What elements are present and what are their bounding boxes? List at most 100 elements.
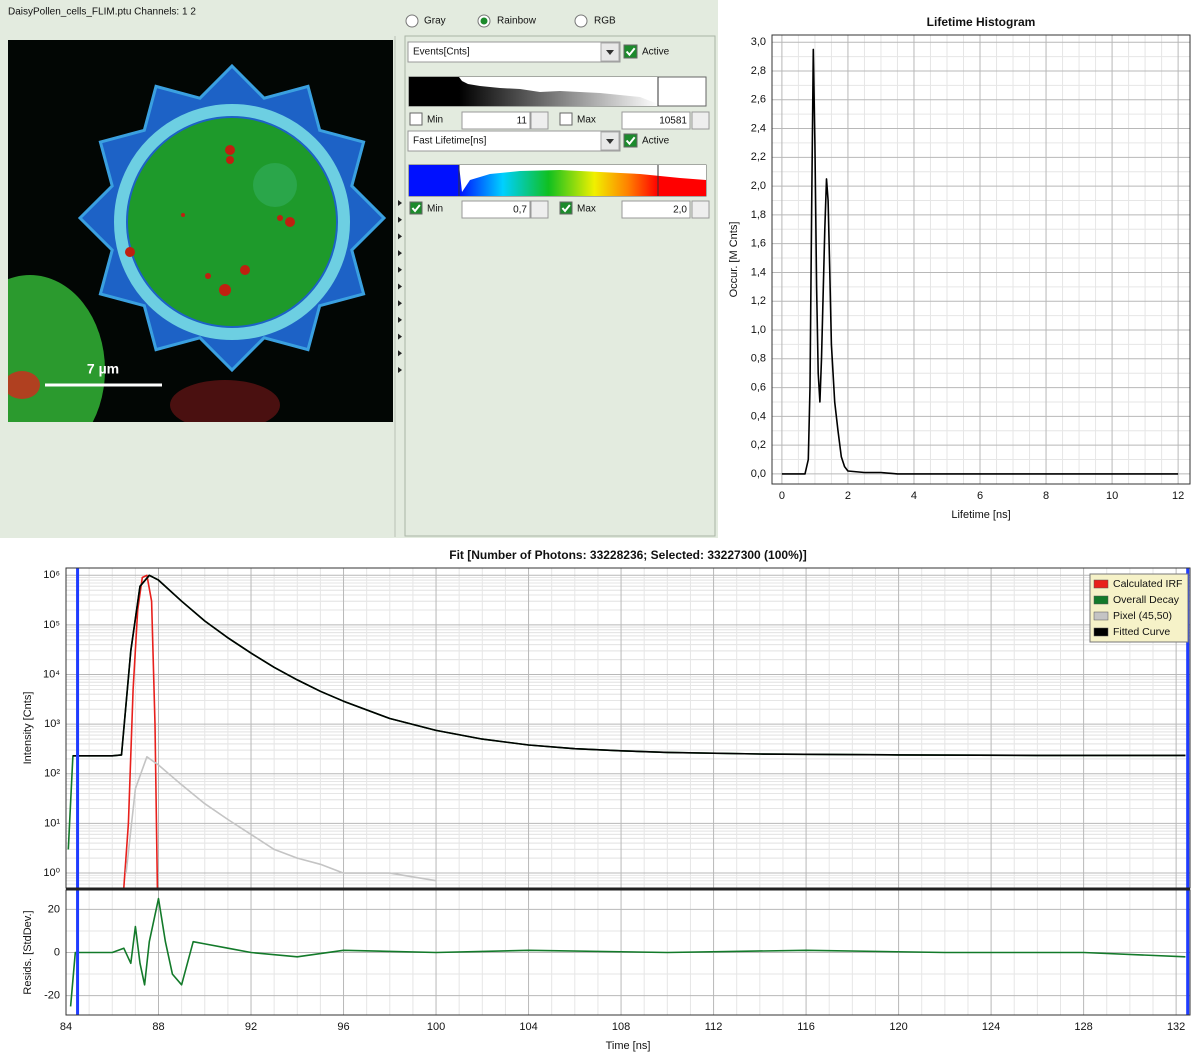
y-tick-label: 0: [54, 946, 60, 958]
side-arrow: [398, 316, 402, 323]
radio-label[interactable]: Gray: [424, 16, 446, 27]
max-value: 2,0: [673, 205, 687, 216]
checkbox[interactable]: [623, 133, 638, 148]
y-axis-label: Intensity [Cnts]: [22, 692, 34, 765]
red-spots: [125, 145, 295, 296]
y-tick-label: 3,0: [751, 36, 766, 48]
legend-label: Fitted Curve: [1113, 626, 1170, 638]
legend-swatch: [1093, 627, 1109, 637]
chart-title: Lifetime Histogram: [927, 15, 1036, 29]
dropdown[interactable]: [407, 130, 621, 152]
side-arrow: [398, 266, 402, 273]
y-axis-label: Occur. [M Cnts]: [728, 222, 740, 298]
y-tick-label: 10⁶: [43, 569, 60, 581]
spinner[interactable]: [530, 200, 549, 219]
number-field[interactable]: [461, 111, 531, 130]
checkbox[interactable]: [623, 44, 638, 59]
checkbox-label: Min: [427, 204, 443, 215]
image-title: DaisyPollen_cells_FLIM.ptu Channels: 1 2: [8, 7, 196, 18]
checkbox-label: Max: [577, 204, 596, 215]
controls-frame: [404, 35, 716, 537]
checkbox[interactable]: [409, 112, 423, 126]
side-arrows: [398, 200, 402, 373]
colorbar-histogram: [459, 165, 706, 192]
x-tick-label: 100: [427, 1021, 445, 1033]
spinner[interactable]: [530, 111, 549, 130]
checkmark: [625, 136, 636, 146]
max-value: 10581: [659, 116, 687, 127]
y-tick-label: 10⁴: [43, 668, 60, 680]
radio-button[interactable]: [574, 14, 588, 28]
data-line: [69, 897, 1186, 1007]
side-arrow: [398, 250, 402, 257]
x-tick-label: 104: [519, 1021, 537, 1033]
min-value: 11: [517, 116, 528, 127]
checkbox[interactable]: [409, 201, 423, 215]
y-tick-label: 0,4: [751, 410, 766, 422]
y-tick-label: 0,0: [751, 468, 766, 480]
checkbox-label: Min: [427, 115, 443, 126]
y-tick-label: 2,6: [751, 94, 766, 106]
plot-area: [65, 567, 1191, 889]
dropdown-arrow: [606, 50, 614, 55]
flim-image[interactable]: 7 µm: [0, 40, 393, 465]
checkmark: [561, 204, 571, 213]
data-line: [125, 756, 437, 882]
side-arrow: [398, 333, 402, 340]
checkbox[interactable]: [559, 201, 573, 215]
x-tick-label: 108: [612, 1021, 630, 1033]
plot-area: [771, 34, 1191, 485]
y-tick-label: 0,8: [751, 353, 766, 365]
spinner[interactable]: [691, 111, 710, 130]
number-field[interactable]: [621, 200, 691, 219]
colorbar-low: [409, 77, 459, 106]
checkbox[interactable]: [559, 112, 573, 126]
neighbor-cell: [170, 380, 280, 422]
legend-swatch: [1093, 579, 1109, 589]
x-tick-label: 84: [60, 1021, 72, 1033]
legend-label: Pixel (45,50): [1113, 610, 1172, 622]
dropdown[interactable]: [407, 41, 621, 63]
y-tick-label: 1,0: [751, 324, 766, 336]
checkbox-label: Max: [577, 115, 596, 126]
x-tick-label: 0: [779, 490, 785, 502]
y-tick-label: 10²: [44, 768, 60, 780]
scale-bar-label: 7 µm: [87, 361, 119, 377]
radio-button[interactable]: [405, 14, 419, 28]
y-axis-label: Resids. [StdDev.]: [22, 910, 34, 994]
y-tick-label: 0,2: [751, 439, 766, 451]
charts: 0,0 0,2 0,4 0,6 0,8 1,0 1,2 1,4 1,6 1,8 2,0 2,2 2,4 2…: [22, 15, 1191, 1052]
y-tick-label: 10⁰: [43, 867, 60, 879]
organelle: [253, 163, 297, 207]
data-line: [72, 574, 1186, 757]
x-tick-label: 6: [977, 490, 983, 502]
dropdown-value: Fast Lifetime[ns]: [413, 136, 487, 147]
x-tick-label: 88: [152, 1021, 164, 1033]
x-tick-label: 8: [1043, 490, 1049, 502]
colorbar-histogram: [459, 77, 658, 104]
radio-label[interactable]: RGB: [594, 16, 616, 27]
x-tick-label: 12: [1172, 490, 1184, 502]
y-tick-label: 10³: [44, 718, 60, 730]
y-tick-label: 0,6: [751, 381, 766, 393]
x-tick-label: 120: [889, 1021, 907, 1033]
number-field[interactable]: [621, 111, 691, 130]
x-tick-label: 96: [337, 1021, 349, 1033]
checkmark: [625, 47, 636, 57]
spinner[interactable]: [691, 200, 710, 219]
x-axis-label: Time [ns]: [606, 1040, 651, 1052]
x-tick-label: 2: [845, 490, 851, 502]
y-tick-label: 1,8: [751, 209, 766, 221]
y-tick-label: 1,2: [751, 295, 766, 307]
checkbox-label: Active: [642, 136, 670, 147]
number-field[interactable]: [461, 200, 531, 219]
x-axis-label: Lifetime [ns]: [951, 509, 1010, 521]
dropdown-arrow: [606, 139, 614, 144]
min-value: 0,7: [513, 205, 527, 216]
checkbox-label: Active: [642, 47, 670, 58]
radio-label[interactable]: Rainbow: [497, 16, 537, 27]
y-tick-label: 10¹: [44, 817, 60, 829]
side-arrow: [398, 367, 402, 373]
colorbar-low: [409, 165, 459, 196]
